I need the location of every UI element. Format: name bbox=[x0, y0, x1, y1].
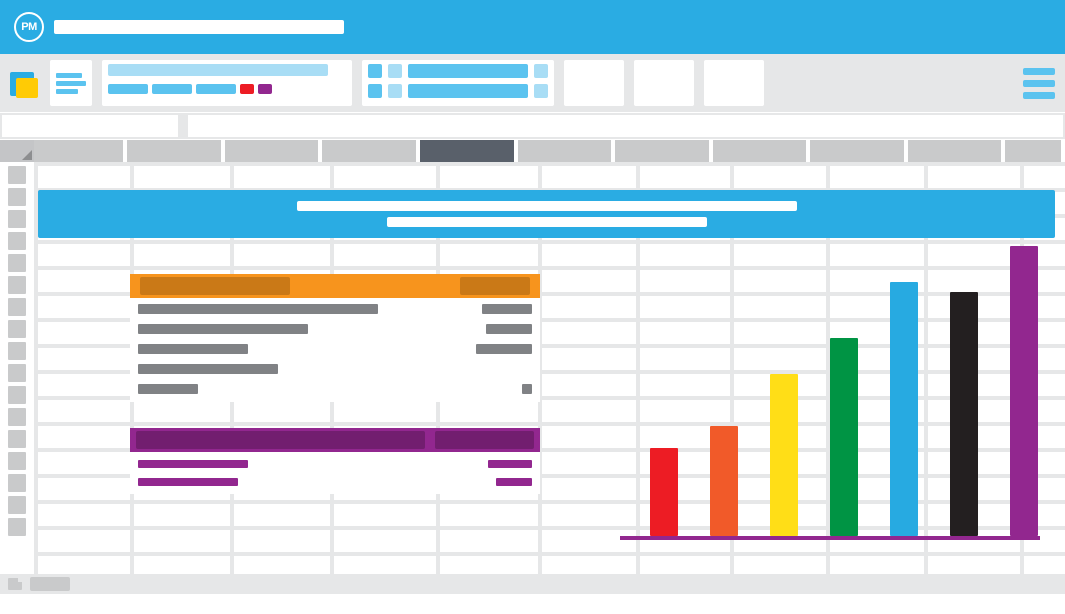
column-header[interactable] bbox=[34, 140, 128, 162]
title-bar: PM bbox=[0, 0, 1065, 54]
ribbon bbox=[0, 54, 1065, 112]
table-row bbox=[138, 344, 532, 354]
ribbon-button[interactable] bbox=[704, 60, 764, 106]
row-header[interactable] bbox=[8, 298, 26, 316]
row-header[interactable] bbox=[8, 232, 26, 250]
menu-icon[interactable] bbox=[1023, 68, 1055, 99]
column-header[interactable] bbox=[225, 140, 323, 162]
data-table-header bbox=[130, 274, 540, 298]
banner-line-2 bbox=[387, 217, 707, 227]
row-header[interactable] bbox=[8, 210, 26, 228]
row-header[interactable] bbox=[8, 188, 26, 206]
document-title bbox=[54, 20, 344, 34]
ribbon-group[interactable] bbox=[50, 60, 92, 106]
bar-chart bbox=[620, 250, 1050, 540]
row-header[interactable] bbox=[8, 254, 26, 272]
row-header[interactable] bbox=[8, 386, 26, 404]
select-all-corner[interactable] bbox=[0, 140, 34, 162]
sheet-tab[interactable] bbox=[30, 577, 70, 591]
column-header[interactable] bbox=[908, 140, 1006, 162]
row-header[interactable] bbox=[8, 496, 26, 514]
chart-bar bbox=[950, 292, 978, 536]
row-header[interactable] bbox=[8, 342, 26, 360]
row-header[interactable] bbox=[8, 320, 26, 338]
chart-bar bbox=[1010, 246, 1038, 536]
chart-bar bbox=[650, 448, 678, 536]
summary-header bbox=[130, 428, 540, 452]
row-header[interactable] bbox=[8, 518, 26, 536]
row-header[interactable] bbox=[8, 430, 26, 448]
column-header[interactable] bbox=[1005, 140, 1065, 162]
column-header[interactable] bbox=[420, 140, 518, 162]
app-logo: PM bbox=[14, 12, 44, 42]
formula-box[interactable] bbox=[186, 113, 1065, 139]
name-formula-bar bbox=[0, 112, 1065, 140]
column-header[interactable] bbox=[518, 140, 616, 162]
column-header[interactable] bbox=[127, 140, 225, 162]
row-header[interactable] bbox=[8, 474, 26, 492]
row-header[interactable] bbox=[8, 276, 26, 294]
table-row bbox=[138, 460, 532, 468]
font-group[interactable] bbox=[102, 60, 352, 106]
app-logo-text: PM bbox=[21, 21, 37, 33]
table-row bbox=[138, 364, 532, 374]
file-icon[interactable] bbox=[10, 68, 40, 98]
table-row bbox=[138, 384, 532, 394]
row-header[interactable] bbox=[8, 166, 26, 184]
column-header[interactable] bbox=[615, 140, 713, 162]
column-header[interactable] bbox=[713, 140, 811, 162]
data-table bbox=[130, 274, 540, 494]
chart-bar bbox=[770, 374, 798, 536]
sheet-tab-icon[interactable] bbox=[8, 578, 22, 590]
chart-bar bbox=[890, 282, 918, 536]
table-row bbox=[138, 478, 532, 486]
column-header[interactable] bbox=[322, 140, 420, 162]
chart-baseline bbox=[620, 536, 1040, 540]
data-table-body bbox=[130, 298, 540, 402]
chart-bar bbox=[830, 338, 858, 536]
chart-bar bbox=[710, 426, 738, 536]
banner-line-1 bbox=[297, 201, 797, 211]
summary-body bbox=[130, 452, 540, 494]
name-box[interactable] bbox=[0, 113, 180, 139]
worksheet[interactable] bbox=[0, 140, 1065, 594]
table-row bbox=[138, 324, 532, 334]
row-header[interactable] bbox=[8, 452, 26, 470]
table-row bbox=[138, 304, 532, 314]
summary-table bbox=[130, 428, 540, 494]
row-header[interactable] bbox=[8, 408, 26, 426]
column-headers[interactable] bbox=[0, 140, 1065, 162]
title-banner bbox=[38, 190, 1055, 238]
status-bar bbox=[0, 574, 1065, 594]
ribbon-button[interactable] bbox=[634, 60, 694, 106]
alignment-group[interactable] bbox=[362, 60, 554, 106]
column-header[interactable] bbox=[810, 140, 908, 162]
ribbon-button[interactable] bbox=[564, 60, 624, 106]
row-header[interactable] bbox=[8, 364, 26, 382]
row-headers[interactable] bbox=[0, 162, 34, 594]
